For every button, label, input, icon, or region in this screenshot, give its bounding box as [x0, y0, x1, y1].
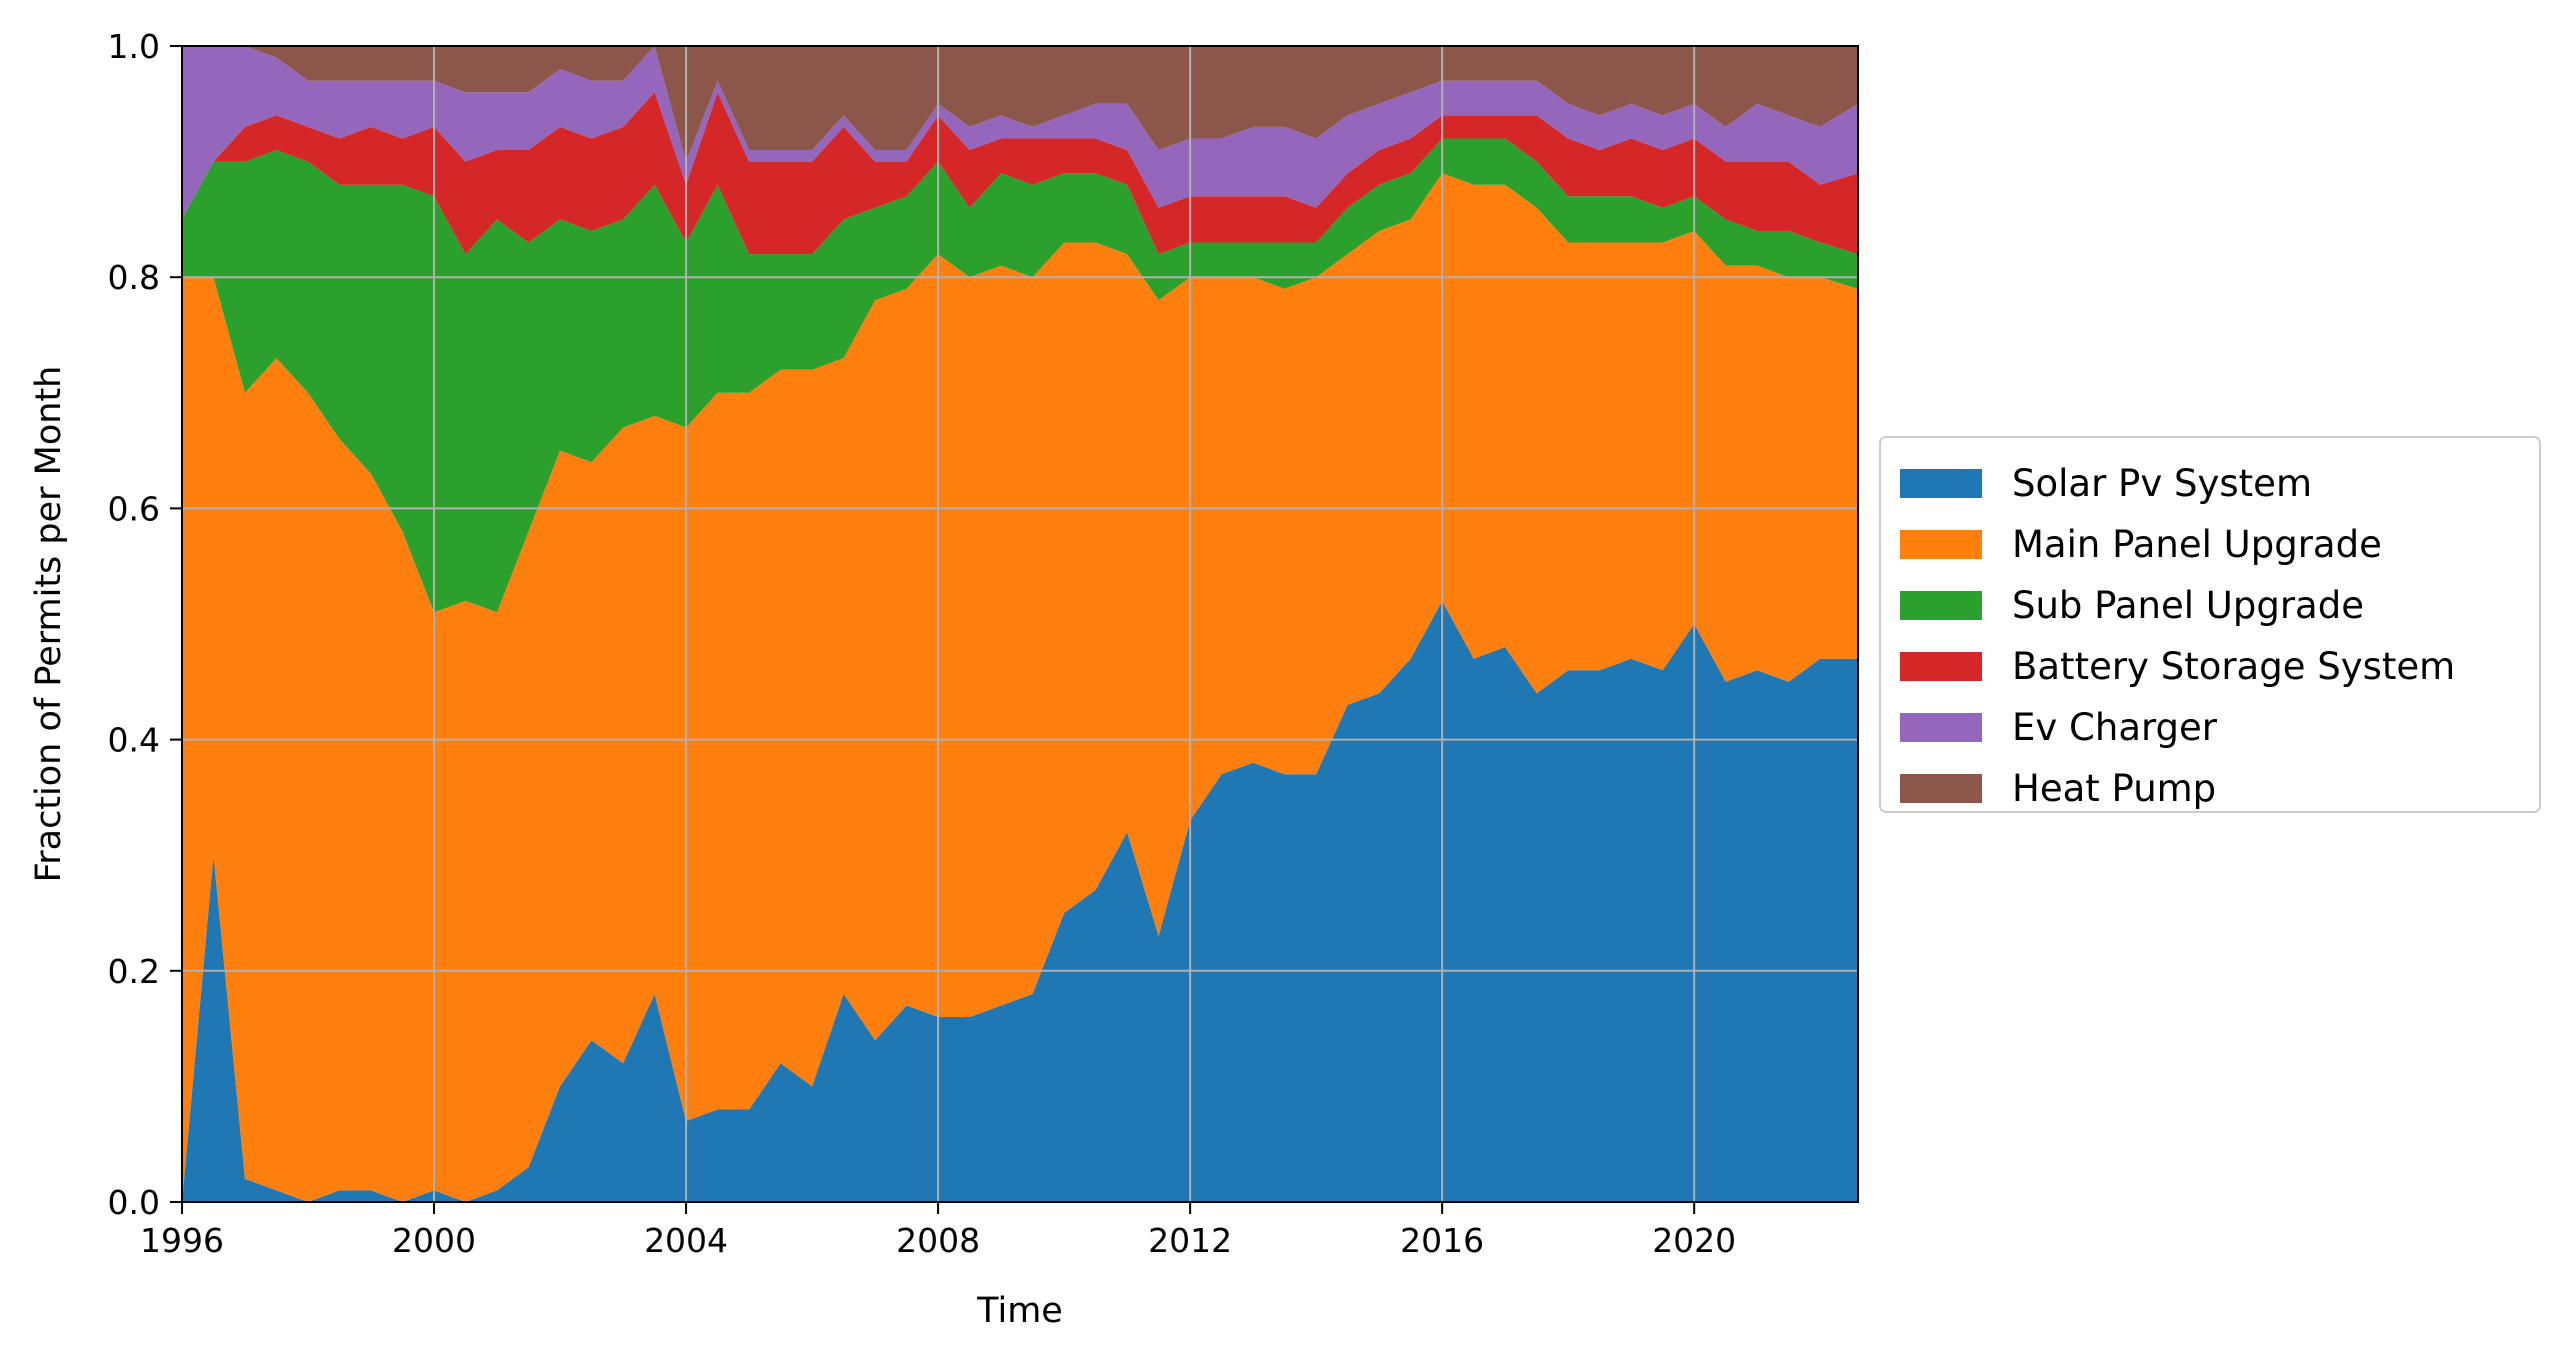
legend-swatch	[1900, 469, 1982, 498]
y-tick-label: 0.8	[108, 258, 160, 297]
legend-swatch	[1900, 713, 1982, 742]
legend-label: Solar Pv System	[2012, 462, 2312, 505]
x-tick-label: 1996	[140, 1221, 224, 1260]
area-series-3	[182, 138, 1858, 613]
legend-label: Battery Storage System	[2012, 645, 2455, 688]
legend-swatch	[1900, 530, 1982, 559]
x-tick-label: 2020	[1652, 1221, 1736, 1260]
gridlines	[181, 45, 1858, 1203]
plot-frame	[181, 45, 1859, 1203]
x-tick-label: 2004	[644, 1221, 728, 1260]
legend-swatch	[1900, 774, 1982, 803]
legend-label: Heat Pump	[2012, 767, 2216, 810]
x-tick-label: 2012	[1148, 1221, 1232, 1260]
x-tick-label: 2016	[1400, 1221, 1484, 1260]
area-series-5	[182, 46, 1858, 220]
area-series-1	[182, 600, 1858, 1202]
legend-label: Main Panel Upgrade	[2012, 523, 2382, 566]
area-series-2	[182, 173, 1858, 1203]
x-tick-label: 2000	[392, 1221, 476, 1260]
x-axis-ticks: 1996 2000 2004 2008 2012 2016 2020	[140, 1202, 1736, 1260]
area-series-4	[182, 92, 1858, 255]
y-tick-label: 0.6	[108, 489, 160, 528]
legend: Solar Pv System Main Panel Upgrade Sub Pan…	[1879, 436, 2541, 813]
y-axis-ticks: 0.0 0.2 0.4 0.6 0.8 1.0	[108, 27, 182, 1222]
y-axis-label: Fraction of Permits per Month	[29, 366, 69, 883]
y-tick-label: 0.4	[108, 721, 160, 760]
y-tick-label: 0.0	[108, 1183, 160, 1222]
x-axis-label: Time	[976, 1291, 1063, 1331]
area-series-group	[182, 46, 1858, 1203]
legend-swatch	[1900, 591, 1982, 620]
legend-box	[1879, 436, 2541, 813]
x-tick-label: 2008	[896, 1221, 980, 1260]
y-tick-label: 0.2	[108, 952, 160, 991]
legend-swatch	[1900, 652, 1982, 681]
legend-label: Sub Panel Upgrade	[2012, 584, 2364, 627]
area-series-6	[182, 46, 1858, 162]
legend-label: Ev Charger	[2012, 706, 2218, 749]
y-tick-label: 1.0	[108, 27, 160, 66]
